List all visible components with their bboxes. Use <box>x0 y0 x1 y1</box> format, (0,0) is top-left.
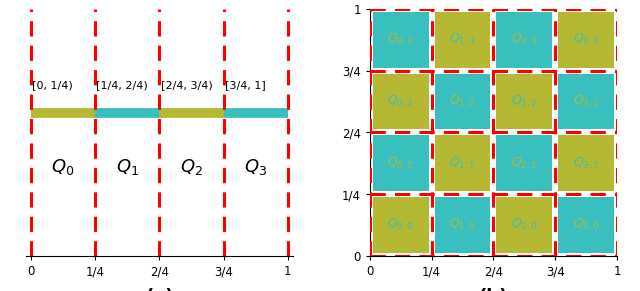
Text: (b): (b) <box>479 288 508 291</box>
Text: $Q_{1,0}$: $Q_{1,0}$ <box>449 217 476 233</box>
Text: $Q_{1,3}$: $Q_{1,3}$ <box>449 31 476 48</box>
Bar <box>435 12 490 68</box>
Text: $Q_{2,3}$: $Q_{2,3}$ <box>511 31 538 48</box>
Text: $Q_{2,1}$: $Q_{2,1}$ <box>511 155 538 171</box>
Bar <box>372 74 429 129</box>
Text: [1/4, 2/4): [1/4, 2/4) <box>96 80 148 90</box>
Text: $Q_{3,3}$: $Q_{3,3}$ <box>573 31 600 48</box>
Bar <box>558 197 614 253</box>
Text: $Q_{2,2}$: $Q_{2,2}$ <box>511 93 538 110</box>
Bar <box>435 74 490 129</box>
Text: $Q_{3,2}$: $Q_{3,2}$ <box>573 93 600 110</box>
Text: $Q_{1,2}$: $Q_{1,2}$ <box>449 93 476 110</box>
Bar <box>435 197 490 253</box>
Text: $Q_{2,0}$: $Q_{2,0}$ <box>511 217 538 233</box>
Text: [0, 1/4): [0, 1/4) <box>32 80 73 90</box>
Text: $Q_{3,1}$: $Q_{3,1}$ <box>573 155 600 171</box>
Text: $Q_{0,3}$: $Q_{0,3}$ <box>387 31 414 48</box>
Text: $Q_{0,2}$: $Q_{0,2}$ <box>387 93 414 110</box>
Text: $Q_0$: $Q_0$ <box>51 157 75 177</box>
Text: $Q_{3,0}$: $Q_{3,0}$ <box>573 217 600 233</box>
Bar <box>558 12 614 68</box>
Bar <box>497 135 552 191</box>
Bar <box>372 135 429 191</box>
Bar <box>435 135 490 191</box>
Bar <box>497 74 552 129</box>
Bar <box>497 12 552 68</box>
Text: $Q_{1,1}$: $Q_{1,1}$ <box>449 155 476 171</box>
Text: (a): (a) <box>145 288 173 291</box>
Text: [2/4, 3/4): [2/4, 3/4) <box>161 80 212 90</box>
Bar <box>558 135 614 191</box>
Text: $Q_{0,0}$: $Q_{0,0}$ <box>387 217 414 233</box>
Bar <box>372 197 429 253</box>
Bar <box>558 74 614 129</box>
Text: $Q_2$: $Q_2$ <box>180 157 203 177</box>
Text: $Q_3$: $Q_3$ <box>244 157 268 177</box>
Bar <box>372 12 429 68</box>
Bar <box>497 197 552 253</box>
Text: $Q_1$: $Q_1$ <box>116 157 139 177</box>
Text: $Q_{0,1}$: $Q_{0,1}$ <box>387 155 414 171</box>
Text: [3/4, 1]: [3/4, 1] <box>225 80 266 90</box>
